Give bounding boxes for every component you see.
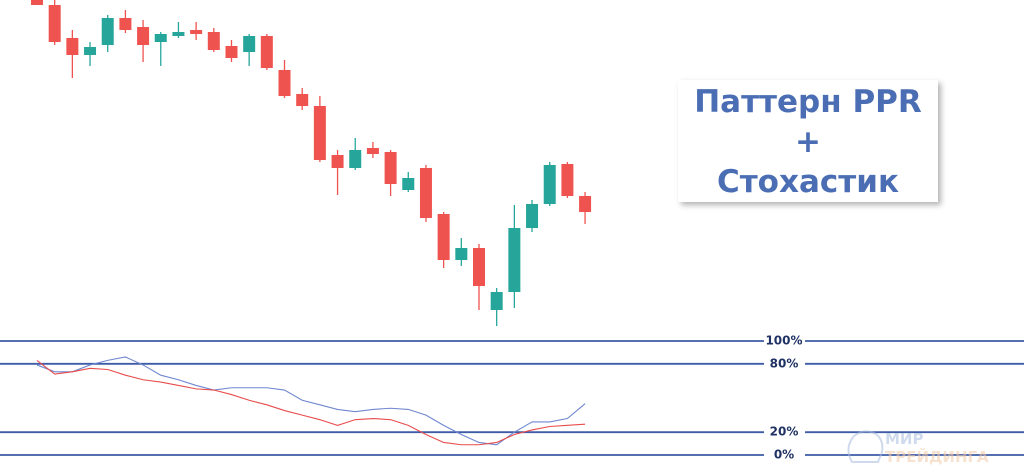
candle-body	[508, 228, 521, 292]
candle-body	[207, 32, 220, 50]
candle-body	[225, 46, 238, 58]
candle-body	[473, 248, 485, 286]
candle-body	[243, 36, 256, 52]
title-box	[678, 80, 938, 202]
annotation: Стохастик	[717, 164, 899, 200]
candle-body	[579, 196, 592, 212]
candle-body	[260, 36, 273, 68]
candle-body	[296, 94, 309, 106]
level-label: 20%	[770, 425, 799, 439]
candle-body	[331, 155, 344, 168]
annotation: Паттерн PPR	[694, 84, 922, 120]
candle-body	[419, 168, 432, 218]
candle-body	[66, 38, 79, 55]
candle-body	[190, 30, 203, 34]
level-label: 100%	[765, 334, 802, 348]
candle-body	[278, 70, 291, 96]
watermark: МИР	[885, 430, 923, 448]
candle-body	[561, 164, 574, 196]
candle-body	[48, 5, 61, 42]
candle-body	[402, 178, 415, 190]
candle-body	[31, 0, 43, 5]
level-label: 80%	[770, 356, 799, 370]
candle-body	[384, 152, 397, 184]
candle-body	[526, 204, 539, 228]
candle-body	[313, 106, 326, 160]
candle-body	[101, 18, 114, 45]
candle-body	[349, 150, 362, 168]
candle-body	[455, 248, 468, 260]
logo: МИР ТРЕЙДИНГА	[847, 430, 989, 466]
annotation: +	[795, 124, 821, 160]
level-label: 0%	[774, 448, 794, 462]
watermark: ТРЕЙДИНГА	[885, 447, 989, 466]
candle-body	[366, 148, 379, 154]
candle-body	[543, 165, 556, 204]
stochastic-line	[36, 356, 586, 446]
candle-body	[172, 32, 185, 36]
candle-body	[437, 214, 450, 260]
candle-body	[490, 292, 503, 310]
logo-icon	[847, 430, 884, 463]
candle-body	[84, 47, 97, 55]
candle-body	[137, 27, 150, 45]
stochastic-line	[36, 359, 586, 446]
candle-body	[119, 18, 132, 30]
candle-body	[154, 34, 167, 42]
